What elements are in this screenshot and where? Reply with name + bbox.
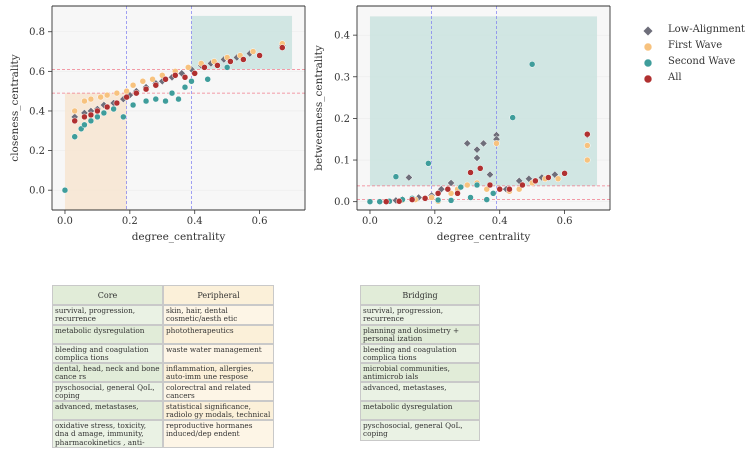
table-cell: planning and dosimetry + personal izatio… [360,325,480,344]
x-tick-label: 0.0 [57,216,73,227]
point-all [71,117,78,125]
point-second-wave [100,109,108,117]
point-first-wave [103,91,111,99]
point-second-wave [152,95,160,103]
point-first-wave [87,95,95,103]
legend-marker-second-wave [643,58,653,68]
legend-label-low-alignment: Low-Alignment [668,24,745,35]
legend-marker-all [643,74,653,84]
point-all [81,113,88,121]
point-first-wave [129,81,137,89]
table-cell: colorectral and related cancers [163,382,274,401]
table-cell: dental, head, neck and bone cance rs [52,363,163,382]
point-all [201,64,208,71]
point-first-wave [113,89,121,97]
point-all [214,62,221,69]
point-all [103,103,111,111]
x-tick-label: 0.2 [122,216,138,227]
legend-marker-first-wave [643,42,653,52]
point-all [133,89,140,97]
point-first-wave [123,87,130,95]
point-second-wave [142,97,150,105]
table-cell: advanced, metastases, [52,401,163,420]
point-all [152,81,160,89]
table-cell: advanced, metastases, [360,382,480,401]
point-first-wave [149,76,156,83]
point-first-wave [71,107,78,115]
table-cell: waste water management [163,344,274,363]
x-axis-label: degree_centrality [132,231,226,243]
point-all [227,58,234,65]
y-tick-label: 0.6 [29,67,45,78]
legend-label-second-wave: Second Wave [668,56,736,67]
table-cell: skin, hair, dental cosmetic/aesth etic [163,305,274,325]
table-cell: bleeding and coagulation complica tions [52,344,163,363]
point-second-wave [71,133,78,140]
y-tick-label: 0.4 [29,106,45,117]
point-first-wave [249,48,257,55]
table-header: Core [52,285,163,305]
point-all [94,107,101,115]
point-second-wave [61,186,69,194]
closeness-scatter-chart: 0.0 0.2 0.4 0.6 0.0 0.2 0.4 0.6 0.8 degree_centra… [9,5,306,243]
point-second-wave [223,64,231,71]
point-second-wave [181,83,189,91]
point-all [142,85,150,93]
point-second-wave [81,121,88,129]
table-header: Bridging [360,285,480,305]
point-low-alignment [177,69,186,78]
table-cell: metabolic dysregulation [52,325,163,344]
legend-label-all: All [668,72,682,83]
table-cell: microbial communities, antimicrob ials [360,363,480,382]
legend-marker-low-alignment [642,25,654,37]
point-second-wave [129,101,137,109]
point-first-wave [139,78,147,85]
point-all [191,70,198,77]
point-second-wave [162,97,169,105]
point-second-wave [120,113,127,121]
table-cell: phototherapeutics [163,325,274,344]
point-all [240,56,247,63]
point-first-wave [81,97,88,105]
point-second-wave [168,89,176,97]
table-cell: pyschosocial, general QoL, coping [360,420,480,441]
point-second-wave [110,105,117,113]
table-cell: survival, progression, recurrence [360,305,480,325]
y-axis-label: closeness_centrality [9,54,21,161]
point-second-wave [175,95,182,103]
point-second-wave [87,117,95,125]
point-all [172,72,179,79]
table-cell: bleeding and coagulation complica tions [360,344,480,363]
table-cell: reproductive hormanes induced/dep endent [163,420,274,448]
point-all [162,76,169,83]
x-tick-label: 0.6 [252,216,268,227]
y-tick-label: 0.2 [29,146,45,157]
table-cell: survival, progression, recurrence [52,305,163,325]
y-tick-label: 0.0 [29,186,45,197]
point-second-wave [188,78,195,85]
table-cell: inflammation, allergies, auto-imm une re… [163,363,274,382]
point-all [181,74,189,81]
table-cell: metabolic dysregulation [360,401,480,420]
table-cell: oxidative stress, toxicity, dna d amage,… [52,420,163,448]
table-cell: statistical significance, radiolo gy mod… [163,401,274,420]
point-first-wave [97,93,104,101]
point-all [87,111,95,119]
point-all [279,44,286,51]
x-tick-label: 0.4 [187,216,203,227]
point-all [123,93,130,101]
point-first-wave [184,64,192,71]
legend-label-first-wave: First Wave [668,40,723,51]
table-cell: pyschosocial, general QoL, coping [52,382,163,401]
point-second-wave [94,113,101,121]
point-all [256,52,263,59]
point-all [113,99,121,107]
point-second-wave [204,76,211,83]
table-header: Peripheral [163,285,274,305]
y-tick-label: 0.8 [29,27,45,38]
